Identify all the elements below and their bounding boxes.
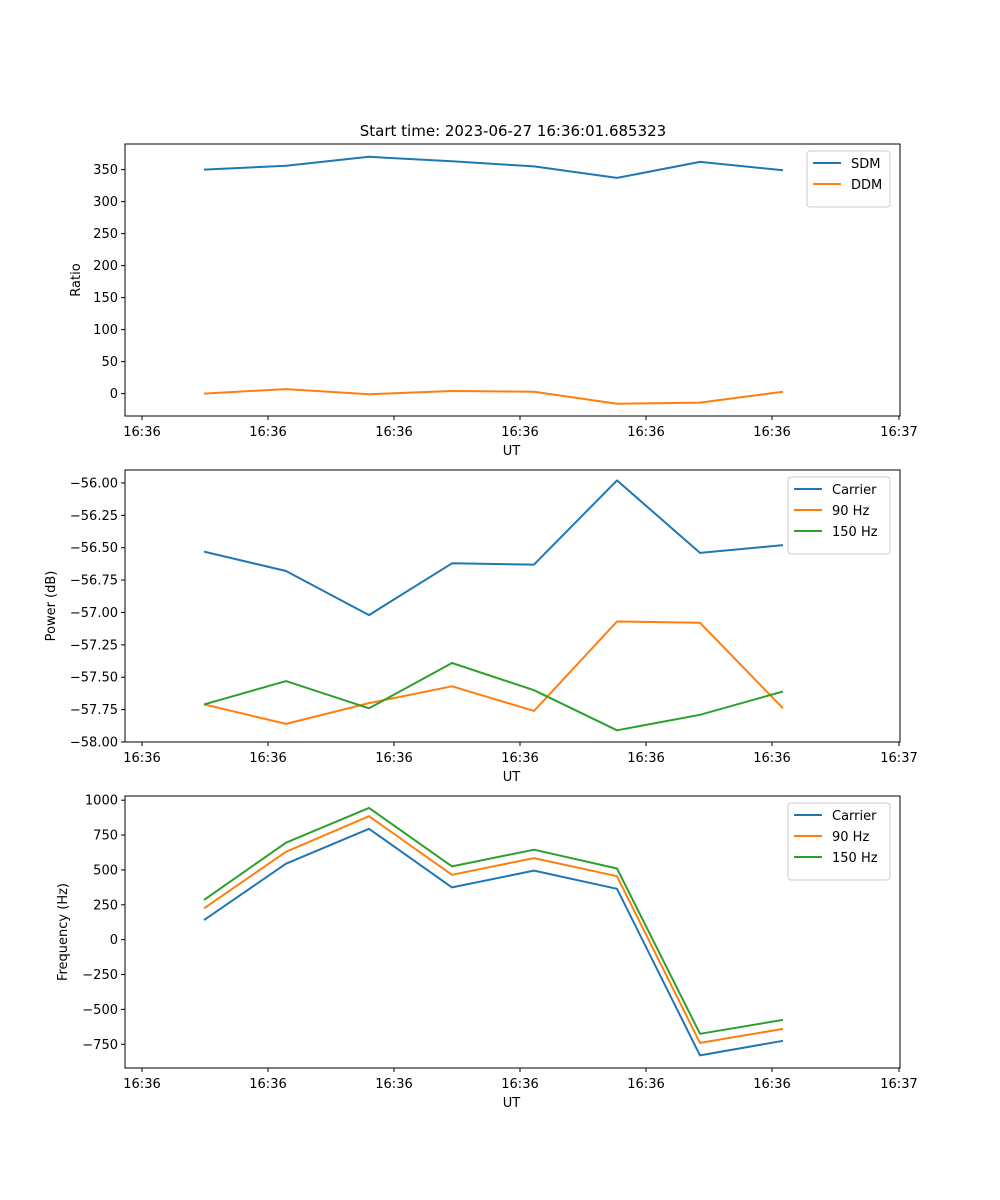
x-tick-label: 16:36: [123, 425, 160, 440]
y-tick-label: 350: [93, 163, 118, 178]
y-tick-label: 150: [93, 291, 118, 306]
y-tick-label: 750: [93, 829, 118, 844]
y-tick-label: 50: [101, 355, 118, 370]
series-line-carrier: [203, 479, 784, 617]
y-tick-label: −56.00: [70, 476, 118, 491]
x-tick-label: 16:36: [123, 1077, 160, 1092]
x-tick-label: 16:36: [627, 751, 664, 766]
chart-panel-3: −750 −500 −250 0 250 500 750 1000 16:36 16:36 16:3…: [56, 794, 918, 1111]
legend-box: [806, 150, 891, 208]
y-tick-label: −56.50: [70, 541, 118, 556]
legend: Carrier 90 Hz 150 Hz: [787, 802, 891, 881]
y-axis-label: Power (dB): [44, 571, 59, 642]
series-line-90-hz: [203, 620, 784, 725]
x-tick-label: 16:36: [627, 1077, 664, 1092]
axes-frame: [124, 795, 901, 1069]
y-tick-label: −500: [82, 1003, 118, 1018]
y-tick-label: −56.75: [70, 574, 118, 589]
legend-entry: 90 Hz: [832, 504, 869, 519]
chart-panel-1: 0 50 100 150 200 250 300 350 16:36 16:36 16:36 16:3…: [69, 143, 918, 459]
legend: Carrier 90 Hz 150 Hz: [787, 476, 891, 555]
x-tick-label: 16:36: [501, 1077, 538, 1092]
x-tick-label: 16:36: [249, 425, 286, 440]
x-tick-label: 16:36: [249, 1077, 286, 1092]
y-tick-label: 0: [110, 387, 118, 402]
x-tick-label: 16:37: [880, 1077, 917, 1092]
y-tick-label: −57.00: [70, 606, 118, 621]
series-line-150-hz: [203, 806, 784, 1035]
x-tick-label: 16:36: [753, 751, 790, 766]
legend-box: [787, 476, 891, 555]
x-tick-label: 16:36: [123, 751, 160, 766]
legend-entry: 90 Hz: [832, 830, 869, 845]
x-tick-label: 16:36: [375, 1077, 412, 1092]
y-axis-label: Frequency (Hz): [56, 883, 71, 981]
series-line-150-hz: [203, 662, 784, 732]
y-tick-label: 250: [93, 898, 118, 913]
x-axis-label: UT: [503, 770, 521, 785]
legend-box: [787, 802, 891, 881]
chart-panel-2: −58.00 −57.75 −57.50 −57.25 −57.00 −56.75 −56.…: [44, 469, 918, 785]
figure-title: Start time: 2023-06-27 16:36:01.685323: [360, 122, 666, 140]
axes-frame: [124, 143, 901, 417]
y-tick-label: 0: [110, 933, 118, 948]
x-tick-label: 16:36: [753, 425, 790, 440]
y-tick-label: 500: [93, 863, 118, 878]
y-tick-label: −750: [82, 1038, 118, 1053]
x-tick-label: 16:36: [375, 425, 412, 440]
x-tick-label: 16:36: [753, 1077, 790, 1092]
y-tick-label: 200: [93, 259, 118, 274]
y-tick-label: −57.25: [70, 638, 118, 653]
series-line-carrier: [203, 827, 784, 1057]
legend-entry: 150 Hz: [832, 851, 878, 866]
series-line-sdm: [203, 155, 784, 179]
y-tick-label: −58.00: [70, 736, 118, 751]
x-tick-label: 16:36: [375, 751, 412, 766]
y-tick-label: −57.50: [70, 671, 118, 686]
series-line-ddm: [203, 388, 784, 405]
y-tick-label: −57.75: [70, 703, 118, 718]
series-line-90-hz: [203, 815, 784, 1044]
legend-entry: Carrier: [832, 483, 877, 498]
y-tick-label: 300: [93, 195, 118, 210]
x-tick-label: 16:36: [627, 425, 664, 440]
x-tick-label: 16:37: [880, 751, 917, 766]
y-tick-label: 1000: [85, 794, 118, 809]
legend-entry: 150 Hz: [832, 525, 878, 540]
y-tick-label: 100: [93, 323, 118, 338]
x-tick-label: 16:37: [880, 425, 917, 440]
legend-entry: Carrier: [832, 809, 877, 824]
legend-entry: DDM: [851, 178, 882, 193]
y-tick-label: −56.25: [70, 509, 118, 524]
y-tick-label: 250: [93, 227, 118, 242]
y-axis-label: Ratio: [69, 263, 84, 296]
x-tick-label: 16:36: [501, 751, 538, 766]
x-tick-label: 16:36: [501, 425, 538, 440]
x-axis-label: UT: [503, 444, 521, 459]
legend-entry: SDM: [851, 157, 880, 172]
x-tick-label: 16:36: [249, 751, 286, 766]
axes-frame: [124, 469, 901, 743]
legend: SDM DDM: [806, 150, 891, 208]
x-axis-label: UT: [503, 1096, 521, 1111]
y-tick-label: −250: [82, 968, 118, 983]
